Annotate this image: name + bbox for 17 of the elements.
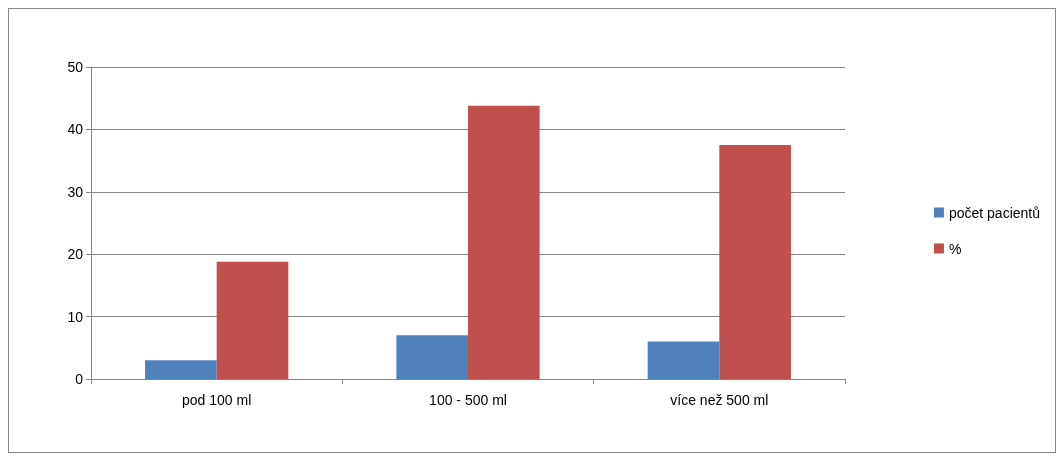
bar: [647, 341, 720, 379]
y-tick-label: 10: [67, 308, 84, 325]
legend-label: počet pacientů: [948, 204, 1041, 221]
x-tick-label: pod 100 ml: [182, 392, 252, 408]
legend-label: %: [948, 240, 962, 257]
y-tick-label: 40: [67, 121, 84, 138]
y-tick-label: 50: [67, 59, 84, 75]
y-tick-label: 0: [75, 371, 84, 387]
bar: [145, 360, 217, 379]
bar: [468, 105, 540, 379]
x-tick-label: více než 500 ml: [670, 392, 769, 408]
x-tick-label: 100 - 500 ml: [429, 392, 507, 408]
bar: [719, 145, 791, 379]
bar: [216, 261, 289, 379]
y-tick-label: 30: [67, 183, 84, 200]
bar: [396, 335, 468, 379]
y-tick-label: 20: [67, 246, 84, 263]
